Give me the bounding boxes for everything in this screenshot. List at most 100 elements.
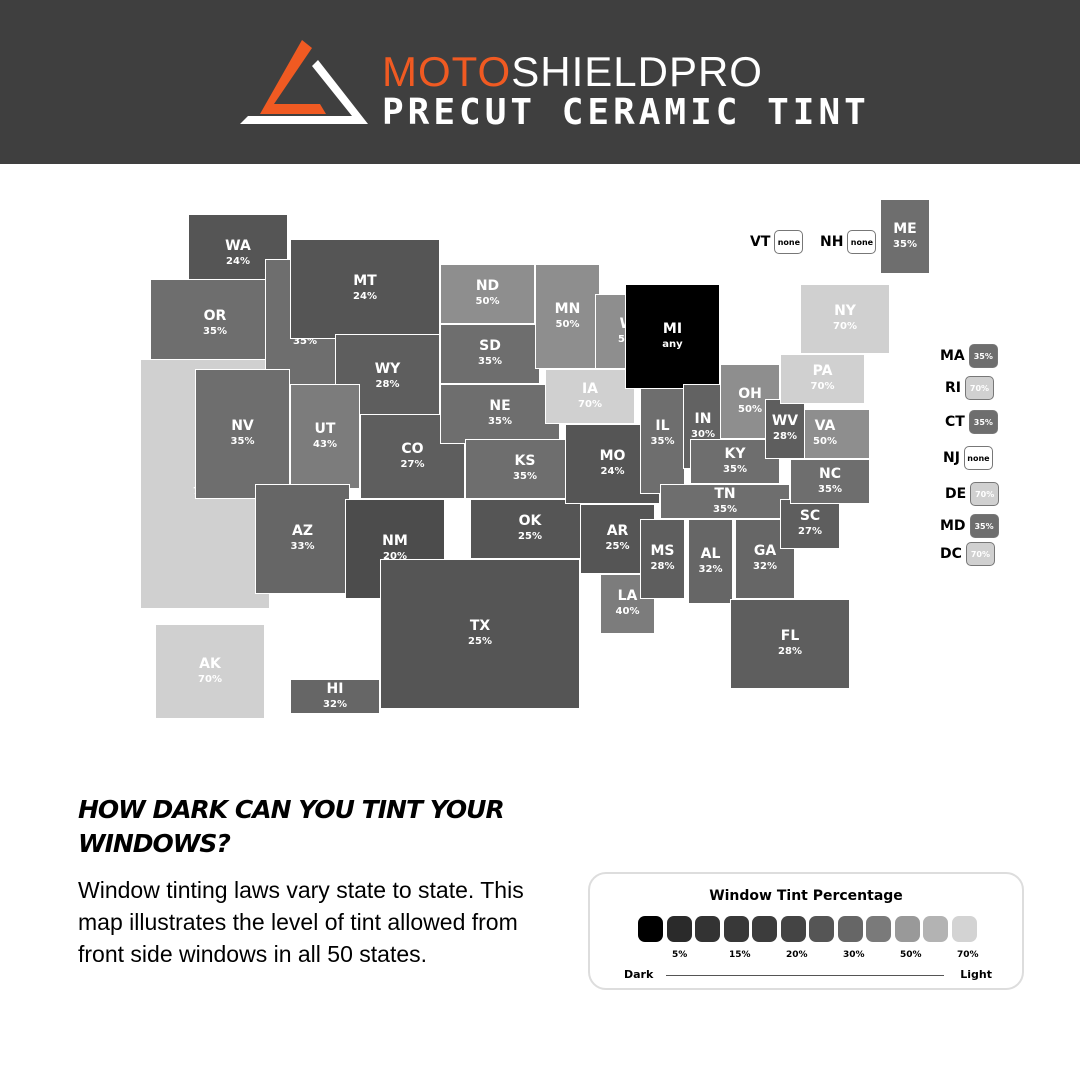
state-fl: FL 28% — [730, 599, 850, 689]
brand-name: MOTOSHIELDPRO — [382, 48, 763, 96]
state-tint-value: 50% — [555, 318, 580, 330]
state-sd: SD 35% — [440, 324, 540, 384]
state-code: IL — [655, 418, 670, 434]
state-code: FL — [780, 628, 800, 644]
state-code: OK — [518, 513, 542, 529]
state-tint-value: 35% — [230, 436, 255, 447]
legend-swatch — [638, 916, 663, 942]
state-tint-value: 40% — [615, 606, 640, 617]
legend-swatch — [951, 916, 977, 942]
info-title: HOW DARK CAN YOU TINT YOUR WINDOWS? — [78, 795, 505, 858]
state-tint-value: 32% — [323, 698, 347, 710]
state-me: ME 35% — [880, 199, 930, 274]
legend-swatch — [752, 916, 777, 942]
callout-code: VT — [750, 234, 771, 250]
callout-de: DE 70% — [945, 482, 1000, 506]
state-code: OH — [738, 385, 762, 402]
state-tint-value: 35% — [293, 336, 317, 347]
state-mi: MI any — [625, 284, 720, 389]
callout-nh: NH none — [820, 230, 877, 254]
legend-percent-label: 5% — [672, 950, 688, 960]
state-tint-value: 32% — [753, 561, 777, 572]
callout-tint-chip: none — [963, 446, 993, 470]
state-code: OR — [203, 308, 227, 324]
state-code: SC — [799, 508, 821, 524]
state-tint-value: any — [662, 338, 683, 350]
state-code: IA — [581, 380, 599, 397]
state-hi: HI 32% — [290, 679, 380, 714]
callout-tint-chip: none — [847, 230, 877, 254]
state-code: NV — [231, 418, 254, 434]
state-code: NM — [382, 533, 408, 549]
state-tint-value: 32% — [698, 563, 723, 575]
callout-tint-chip: 70% — [970, 482, 1000, 506]
state-code: MO — [599, 448, 626, 464]
state-code: MN — [554, 300, 581, 317]
state-code: GA — [753, 543, 777, 559]
state-ia: IA 70% — [545, 369, 635, 424]
state-tint-value: 24% — [226, 256, 250, 267]
legend-swatch — [809, 916, 834, 942]
callout-tint-chip: 70% — [965, 376, 994, 400]
state-or: OR 35% — [150, 279, 280, 369]
state-ms: MS 28% — [640, 519, 685, 599]
callout-code: DE — [945, 486, 967, 502]
legend-swatch — [894, 916, 920, 942]
state-tint-value: 35% — [513, 471, 537, 482]
legend-swatch — [780, 916, 806, 942]
callout-vt: VT none — [750, 230, 804, 254]
state-tint-value: 35% — [713, 503, 737, 515]
state-tint-value: 27% — [400, 458, 425, 470]
state-nc: NC 35% — [790, 459, 870, 504]
state-code: NE — [489, 398, 511, 414]
callout-code: MD — [940, 518, 966, 534]
state-code: MI — [662, 320, 683, 337]
callout-tint-chip: 35% — [968, 410, 998, 434]
us-tint-map: WA24%OR35%CA70%ID35%NV35%MT24%WY28%UT43%… — [0, 164, 1080, 744]
state-nv: NV 35% — [195, 369, 290, 499]
state-tn: TN 35% — [660, 484, 790, 519]
legend-percent-label: 20% — [786, 950, 808, 960]
state-mt: MT 24% — [290, 239, 440, 339]
callout-code: NH — [820, 234, 844, 250]
state-al: AL 32% — [688, 519, 733, 604]
legend-percent-label: 50% — [900, 950, 922, 960]
legend-percent-label: 30% — [843, 950, 865, 960]
state-tint-value: 50% — [475, 296, 500, 307]
legend-dark-label: Dark — [624, 968, 654, 981]
legend-swatch — [666, 916, 692, 942]
legend-swatch — [695, 916, 720, 942]
state-tint-value: 35% — [818, 483, 842, 495]
callout-tint-chip: 35% — [968, 344, 998, 368]
callout-ri: RI 70% — [945, 376, 994, 400]
legend-swatch — [866, 916, 891, 942]
state-code: WV — [771, 413, 799, 429]
callout-code: DC — [940, 546, 962, 562]
state-tint-value: 24% — [353, 291, 377, 302]
brand-shieldpro: SHIELDPRO — [511, 48, 763, 95]
state-tint-value: 28% — [778, 646, 802, 657]
state-tint-value: 33% — [290, 541, 315, 552]
legend-swatch — [923, 916, 948, 942]
state-tint-value: 50% — [738, 403, 762, 415]
callout-code: MA — [940, 348, 965, 364]
callout-code: NJ — [943, 450, 960, 466]
state-tint-value: 28% — [650, 561, 675, 572]
callout-code: RI — [945, 380, 961, 396]
legend-percent-label: 15% — [729, 950, 751, 960]
state-tint-value: 35% — [478, 356, 502, 367]
state-tint-value: 28% — [773, 431, 797, 442]
state-az: AZ 33% — [255, 484, 350, 594]
state-code: ME — [893, 220, 917, 237]
state-code: ND — [475, 278, 500, 294]
triangle-logo-icon — [240, 40, 368, 124]
brand-moto: MOTO — [382, 48, 512, 95]
state-pa: PA 70% — [780, 354, 865, 404]
state-tint-value: 35% — [723, 463, 747, 475]
state-code: AL — [700, 545, 721, 562]
state-ok: OK 25% — [470, 499, 590, 559]
callout-nj: NJ none — [943, 446, 993, 470]
state-code: WA — [225, 238, 251, 254]
state-tint-value: 70% — [578, 398, 602, 410]
state-ut: UT 43% — [290, 384, 360, 489]
